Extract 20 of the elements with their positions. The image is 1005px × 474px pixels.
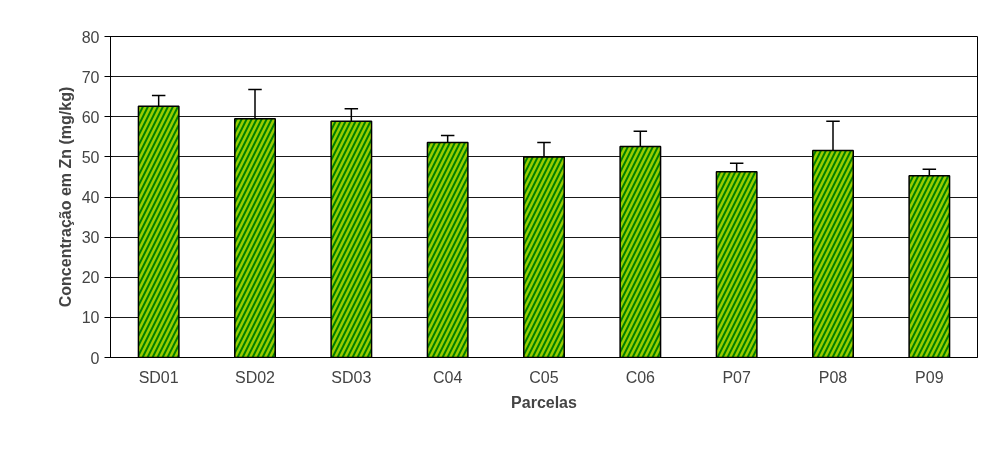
x-tick-label: P07 bbox=[722, 368, 751, 386]
x-tick-label: SD01 bbox=[138, 368, 179, 386]
x-tick-label: SD02 bbox=[234, 368, 276, 386]
y-tick-label: 40 bbox=[81, 189, 100, 206]
y-tick-label: 70 bbox=[81, 68, 100, 86]
y-axis-title: Concentração em Zn (mg/kg) bbox=[56, 86, 74, 308]
x-tick-label: C06 bbox=[625, 368, 656, 386]
x-tick-label: P09 bbox=[915, 368, 944, 386]
y-tick-label: 0 bbox=[90, 349, 100, 367]
y-tick-label: 30 bbox=[81, 229, 100, 247]
x-axis-title: Parcelas bbox=[511, 393, 578, 411]
y-tick-label: 60 bbox=[81, 108, 100, 126]
x-tick-label: SD03 bbox=[331, 368, 372, 386]
x-tick-label: P08 bbox=[818, 368, 848, 386]
y-tick-label: 10 bbox=[81, 309, 100, 327]
x-tick-label: C05 bbox=[529, 368, 559, 386]
y-tick-label: 80 bbox=[81, 28, 100, 46]
y-tick-label: 20 bbox=[81, 269, 100, 287]
y-tick-label: 50 bbox=[81, 148, 100, 166]
x-tick-label: C04 bbox=[432, 368, 463, 386]
